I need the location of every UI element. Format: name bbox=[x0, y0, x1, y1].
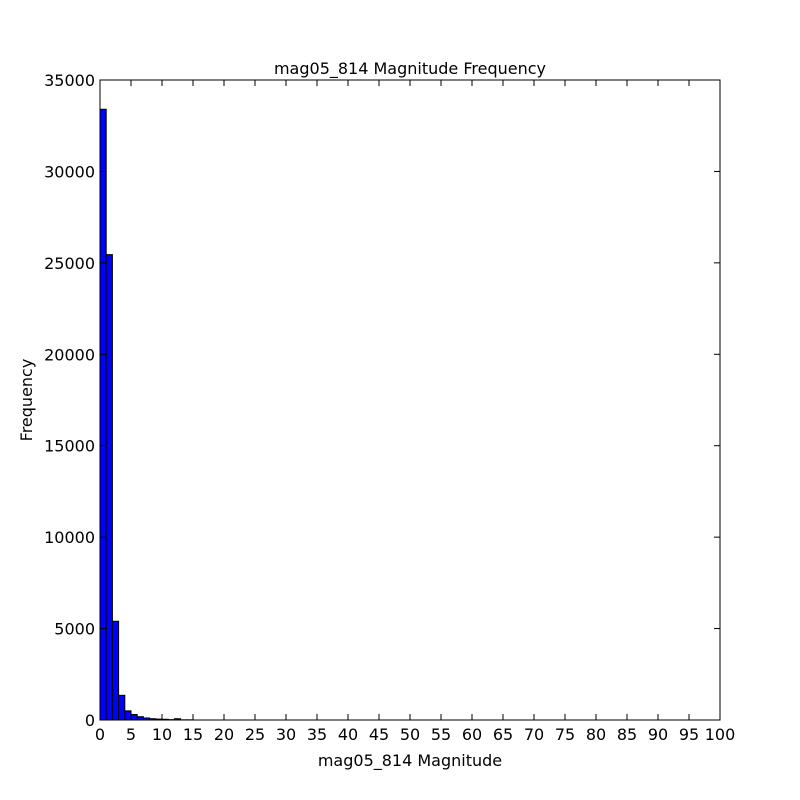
y-tick-label: 0 bbox=[85, 711, 95, 730]
x-tick-label: 80 bbox=[586, 725, 606, 744]
x-tick-label: 60 bbox=[462, 725, 482, 744]
histogram-bar-4 bbox=[124, 710, 132, 721]
bars-group bbox=[99, 108, 194, 721]
x-tick-label: 70 bbox=[524, 725, 544, 744]
x-tick-label: 5 bbox=[126, 725, 136, 744]
x-tick-label: 75 bbox=[555, 725, 575, 744]
x-tick-label: 15 bbox=[183, 725, 203, 744]
histogram-bar-2 bbox=[111, 620, 120, 721]
plot-frame bbox=[99, 79, 721, 721]
y-tick-label: 10000 bbox=[44, 528, 95, 547]
x-tick-label: 40 bbox=[338, 725, 358, 744]
x-tick-label: 65 bbox=[493, 725, 513, 744]
histogram-bar-3 bbox=[118, 694, 126, 721]
y-tick-label: 20000 bbox=[44, 345, 95, 364]
x-tick-label: 0 bbox=[95, 725, 105, 744]
x-tick-label: 20 bbox=[214, 725, 234, 744]
x-tick-label: 35 bbox=[307, 725, 327, 744]
x-tick-label: 45 bbox=[369, 725, 389, 744]
y-axis-title: Frequency bbox=[17, 359, 36, 442]
x-tick-label: 85 bbox=[617, 725, 637, 744]
x-tick-label: 50 bbox=[400, 725, 420, 744]
ticks-group: 0 5 10 15 20 25 30 35 40 45 50 55 60 65 70 75 80 85 90 95 10… bbox=[44, 71, 735, 744]
x-tick-label: 90 bbox=[648, 725, 668, 744]
histogram-bar-5 bbox=[130, 714, 138, 721]
x-tick-label: 95 bbox=[679, 725, 699, 744]
y-tick-label: 35000 bbox=[44, 71, 95, 90]
y-tick-label: 5000 bbox=[54, 620, 95, 639]
x-tick-label: 30 bbox=[276, 725, 296, 744]
x-tick-label: 25 bbox=[245, 725, 265, 744]
histogram-bar-1 bbox=[105, 254, 113, 721]
x-tick-label: 100 bbox=[705, 725, 736, 744]
x-axis-title: mag05_814 Magnitude bbox=[318, 751, 502, 771]
y-tick-label: 30000 bbox=[44, 162, 95, 181]
y-tick-label: 15000 bbox=[44, 437, 95, 456]
y-tick-label: 25000 bbox=[44, 254, 95, 273]
x-tick-label: 10 bbox=[152, 725, 172, 744]
x-tick-label: 55 bbox=[431, 725, 451, 744]
chart-title: mag05_814 Magnitude Frequency bbox=[274, 59, 546, 79]
